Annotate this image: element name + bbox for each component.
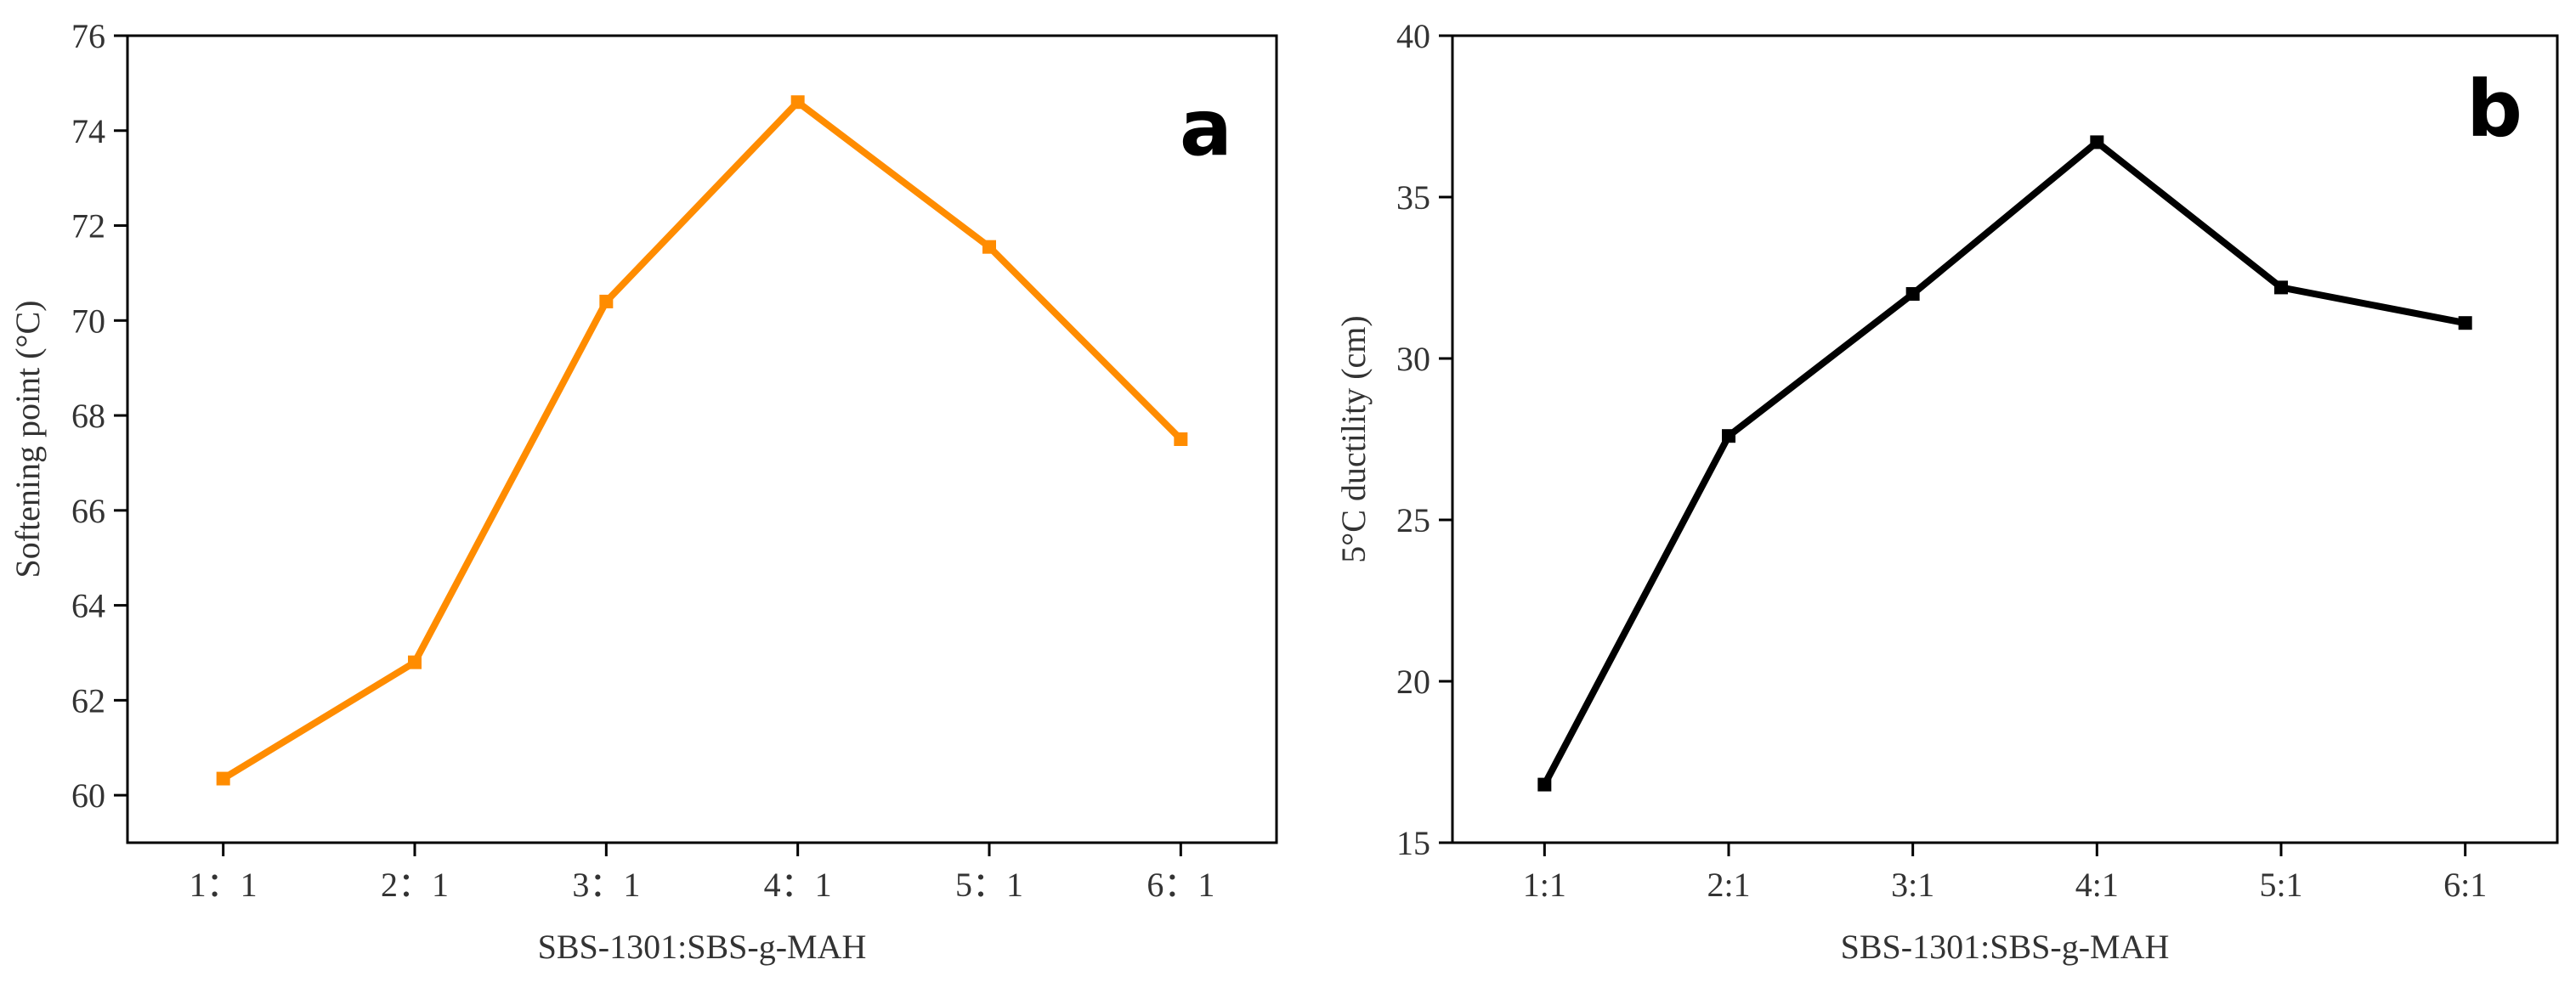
y-tick-label: 20	[1396, 663, 1430, 701]
y-tick-label: 64	[71, 587, 105, 625]
x-tick-label: 3:1	[1891, 866, 1934, 904]
x-axis-title: SBS-1301:SBS-g-MAH	[1841, 928, 2170, 966]
x-tick-label: 6：1	[1146, 866, 1214, 904]
series-line	[1541, 138, 2466, 787]
x-tick-label: 5：1	[955, 866, 1023, 904]
x-tick-label: 1:1	[1523, 866, 1566, 904]
chart-panel-b: 15 20 25 30 35 40 1:1 2:1 3:1 4:1 5:1 6:1 SBS-1301:S…	[1334, 17, 2559, 966]
y-tick-label: 66	[71, 492, 105, 530]
y-tick-label: 62	[71, 681, 105, 720]
y-tick-label: 35	[1396, 178, 1430, 217]
data-point	[599, 294, 614, 308]
x-tick-label: 2:1	[1707, 866, 1750, 904]
data-point	[790, 95, 805, 110]
data-point	[982, 240, 996, 254]
x-tick-label: 5:1	[2259, 866, 2302, 904]
panel-label: a	[1180, 82, 1232, 173]
data-point	[216, 771, 230, 786]
x-tick-label: 6:1	[2443, 866, 2487, 904]
y-tick-label: 70	[71, 302, 105, 340]
y-tick-label: 15	[1396, 824, 1430, 862]
chart-panel-a: 60 62 64 66 68 70 72 74 76 1：1 2：1 3：1 4：1 5：1 6：1 SBS-…	[8, 17, 1278, 966]
plot-frame	[126, 34, 1278, 844]
y-tick-label: 25	[1396, 501, 1430, 539]
data-point	[1905, 287, 1920, 301]
y-tick-label: 40	[1396, 17, 1430, 55]
y-tick-label: 74	[71, 112, 105, 150]
y-axis-title: 5°C ductility (cm)	[1334, 315, 1373, 563]
data-point	[2274, 280, 2288, 295]
x-tick-label: 1：1	[190, 866, 258, 904]
data-point	[1174, 432, 1188, 446]
x-tick-label: 3：1	[572, 866, 640, 904]
x-tick-label: 4:1	[2075, 866, 2119, 904]
y-tick-label: 72	[71, 207, 105, 246]
panel-label: b	[2466, 64, 2522, 155]
x-axis-title: SBS-1301:SBS-g-MAH	[538, 928, 867, 966]
data-point	[1537, 777, 1552, 792]
plot-frame	[1451, 34, 2559, 844]
x-tick-label: 2：1	[381, 866, 449, 904]
y-axis-title: Softening point (°C)	[8, 300, 47, 578]
x-tick-label: 4：1	[764, 866, 832, 904]
series-line	[221, 97, 1184, 782]
data-point	[2090, 135, 2104, 150]
data-point	[1722, 429, 1735, 443]
y-tick-label: 76	[71, 17, 105, 55]
y-tick-label: 68	[71, 397, 105, 435]
y-tick-label: 30	[1396, 340, 1430, 378]
data-point	[2458, 316, 2472, 330]
y-tick-label: 60	[71, 776, 105, 815]
data-point	[408, 655, 422, 669]
